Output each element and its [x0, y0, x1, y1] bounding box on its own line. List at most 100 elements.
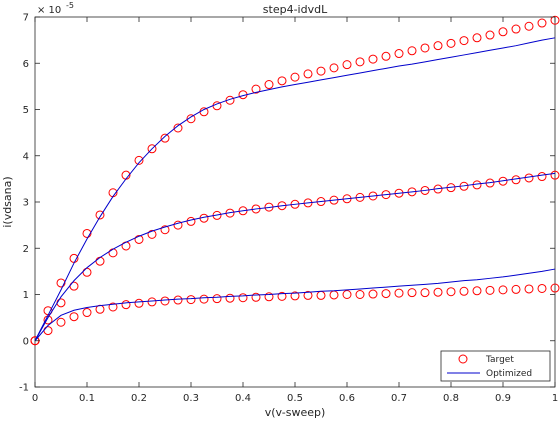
y-tick-label: 3 — [23, 198, 29, 209]
target-point — [225, 293, 235, 303]
target-point — [420, 43, 430, 53]
x-tick-label: 0.8 — [443, 393, 459, 404]
target-point — [511, 284, 521, 294]
target-point — [407, 46, 417, 56]
target-point — [394, 49, 404, 59]
target-point — [550, 170, 560, 180]
y-exponent-base: × 10 — [37, 5, 61, 16]
plot-area — [34, 16, 556, 388]
chart-title: step4-idvdL — [263, 3, 328, 16]
legend: Target Optimized — [440, 350, 551, 382]
x-tick-label: 0 — [32, 393, 38, 404]
target-point — [433, 41, 443, 51]
target-point — [290, 72, 300, 82]
optimized-curve-3 — [34, 268, 556, 342]
target-point — [394, 288, 404, 298]
target-point — [95, 210, 105, 220]
target-point — [186, 295, 196, 305]
optimized-curve-2 — [34, 172, 556, 341]
x-tick-label: 1 — [552, 393, 558, 404]
y-tick-label: 6 — [23, 59, 29, 70]
target-point — [303, 290, 313, 300]
target-point — [329, 63, 339, 73]
y-tick-label: 7 — [23, 13, 29, 24]
target-point — [524, 284, 534, 294]
target-point — [108, 302, 118, 312]
target-point — [550, 283, 560, 293]
legend-target-marker — [458, 354, 468, 364]
target-point — [160, 225, 170, 235]
target-point — [134, 234, 144, 244]
target-point — [173, 295, 183, 305]
x-tick-label: 0.7 — [391, 393, 407, 404]
y-exponent-power: -5 — [66, 1, 74, 10]
target-point — [147, 144, 157, 154]
target-point — [251, 84, 261, 94]
target-point — [537, 172, 547, 182]
target-point — [277, 76, 287, 86]
target-point — [485, 30, 495, 40]
target-point — [472, 33, 482, 43]
y-tick-label: -1 — [19, 383, 29, 394]
target-point — [212, 294, 222, 304]
y-tick-label: 1 — [23, 290, 29, 301]
target-point — [381, 51, 391, 61]
target-point — [264, 292, 274, 302]
target-point — [524, 21, 534, 31]
target-point — [264, 80, 274, 90]
target-point — [290, 291, 300, 301]
target-point — [407, 288, 417, 298]
y-tick-label: 2 — [23, 244, 29, 255]
optimized-curve-1 — [34, 37, 556, 341]
x-axis-ticks: 0 0.1 0.2 0.3 0.4 0.5 0.6 0.7 0.8 0.9 1 — [32, 17, 558, 404]
target-point — [160, 133, 170, 143]
target-point — [238, 293, 248, 303]
x-tick-label: 0.5 — [287, 393, 303, 404]
target-point — [82, 308, 92, 318]
target-point — [147, 297, 157, 307]
target-point — [498, 285, 508, 295]
target-point — [186, 114, 196, 124]
target-point — [485, 285, 495, 295]
y-tick-label: 4 — [23, 151, 29, 162]
target-point — [303, 69, 313, 79]
target-point — [355, 290, 365, 299]
y-exponent-label: × 10 -5 — [37, 1, 74, 16]
target-point — [459, 286, 469, 296]
target-point — [381, 289, 391, 299]
target-point — [537, 283, 547, 293]
target-point — [511, 24, 521, 34]
legend-optimized-label: Optimized — [486, 369, 532, 379]
legend-target-label: Target — [485, 355, 514, 365]
target-point — [420, 288, 430, 298]
target-point — [472, 286, 482, 296]
target-point — [134, 298, 144, 308]
target-point — [446, 287, 456, 297]
target-point — [446, 38, 456, 48]
legend-box — [440, 350, 551, 382]
series-optimized — [34, 37, 556, 342]
target-point — [342, 290, 352, 299]
target-point — [251, 292, 261, 302]
target-point — [550, 15, 560, 25]
x-tick-label: 0.9 — [495, 393, 511, 404]
target-point — [147, 229, 157, 239]
x-tick-label: 0.3 — [183, 393, 199, 404]
series-target — [30, 15, 560, 346]
target-point — [316, 66, 326, 76]
target-point — [368, 54, 378, 64]
target-point — [537, 18, 547, 28]
x-tick-label: 0.1 — [79, 393, 95, 404]
target-point — [173, 220, 183, 230]
x-axis-label: v(v-sweep) — [265, 406, 326, 419]
y-tick-label: 5 — [23, 105, 29, 116]
y-axis-ticks: -1 0 1 2 3 4 5 6 7 — [19, 13, 555, 394]
target-point — [342, 60, 352, 70]
target-point — [355, 57, 365, 67]
target-point — [238, 206, 248, 216]
target-point — [82, 228, 92, 238]
y-axis-label: i(vdsana) — [1, 176, 14, 227]
x-tick-label: 0.6 — [339, 393, 355, 404]
target-point — [277, 291, 287, 301]
